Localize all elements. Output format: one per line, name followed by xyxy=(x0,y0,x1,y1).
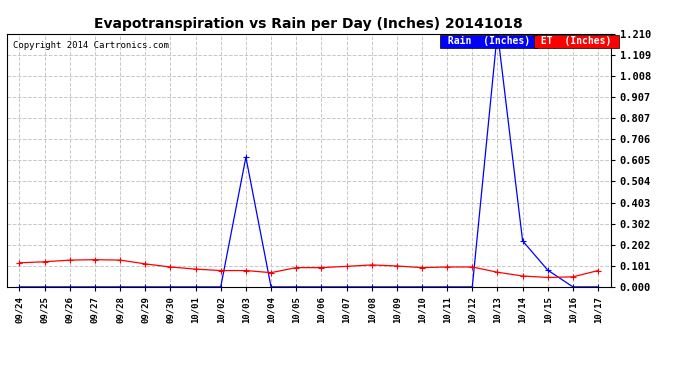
Text: Copyright 2014 Cartronics.com: Copyright 2014 Cartronics.com xyxy=(13,41,169,50)
Text: Rain  (Inches): Rain (Inches) xyxy=(442,36,535,46)
Text: ET  (Inches): ET (Inches) xyxy=(535,36,618,46)
Title: Evapotranspiration vs Rain per Day (Inches) 20141018: Evapotranspiration vs Rain per Day (Inch… xyxy=(95,17,523,31)
